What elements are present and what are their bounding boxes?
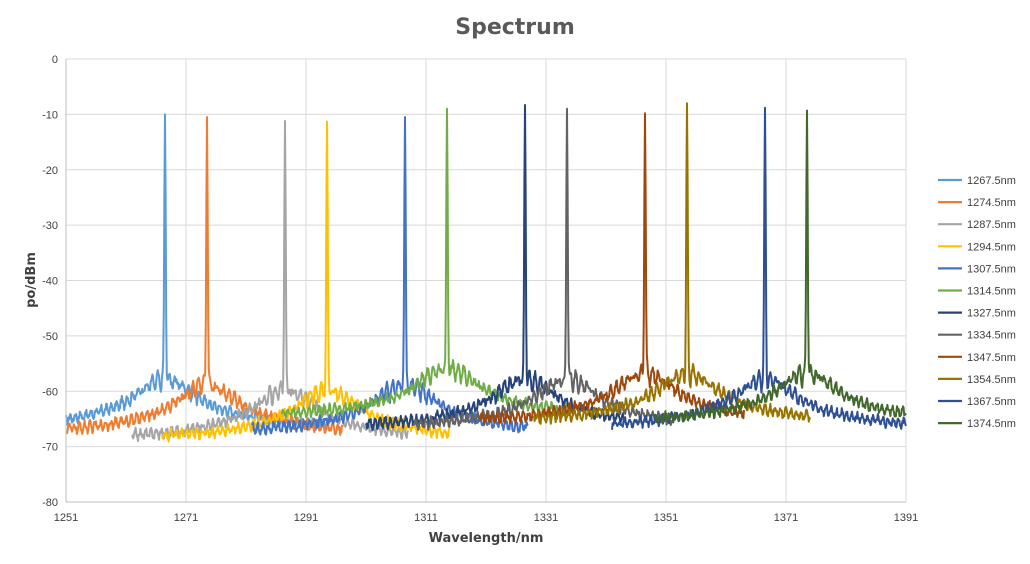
y-tick-label: -40	[42, 276, 58, 288]
y-tick-label: -10	[42, 109, 58, 121]
y-tick-label: -50	[42, 331, 58, 343]
legend-label: 1347.5nm	[967, 352, 1016, 364]
series-line-1347.5nm	[479, 112, 745, 426]
series-line-1314.5nm	[281, 107, 571, 420]
y-tick-label: 0	[52, 54, 58, 66]
y-tick-label: -70	[42, 442, 58, 454]
legend-label: 1287.5nm	[967, 219, 1016, 231]
legend-label: 1314.5nm	[967, 286, 1016, 298]
series-line-1354.5nm	[533, 102, 811, 425]
series-group	[65, 102, 907, 443]
y-tick-label: -30	[42, 220, 58, 232]
series-line-1374.5nm	[653, 109, 907, 425]
x-tick-label: 1291	[294, 512, 318, 524]
series-line-1334.5nm	[413, 107, 673, 431]
legend-label: 1267.5nm	[967, 175, 1016, 187]
legend-label: 1367.5nm	[967, 396, 1016, 408]
legend-label: 1354.5nm	[967, 374, 1016, 386]
legend-label: 1374.5nm	[967, 418, 1016, 430]
x-tick-label: 1271	[174, 512, 198, 524]
chart-title: Spectrum	[455, 15, 575, 40]
legend: 1267.5nm 1274.5nm 1287.5nm 1294.5nm 1307.5nm…	[938, 175, 1016, 430]
legend-label: 1327.5nm	[967, 308, 1016, 320]
x-tick-label: 1391	[894, 512, 918, 524]
series-line-1307.5nm	[251, 116, 529, 436]
series-line-1294.5nm	[161, 120, 451, 443]
y-tick-label: -20	[42, 165, 58, 177]
legend-label: 1307.5nm	[967, 263, 1016, 275]
legend-label: 1334.5nm	[967, 330, 1016, 342]
y-axis-label: po/dBm	[24, 252, 39, 308]
x-tick-label: 1311	[414, 512, 438, 524]
x-tick-label: 1251	[54, 512, 78, 524]
x-tick-label: 1351	[654, 512, 678, 524]
x-tick-label: 1331	[534, 512, 558, 524]
legend-label: 1274.5nm	[967, 197, 1016, 209]
y-tick-label: -80	[42, 497, 58, 509]
axes: 0 -10 -20 -30 -40 -50 -60 -70 -80 1251 1271 1291 131…	[42, 54, 918, 524]
x-tick-label: 1371	[774, 512, 798, 524]
legend-label: 1294.5nm	[967, 241, 1016, 253]
x-axis-label: Wavelength/nm	[429, 531, 544, 546]
y-tick-label: -60	[42, 386, 58, 398]
